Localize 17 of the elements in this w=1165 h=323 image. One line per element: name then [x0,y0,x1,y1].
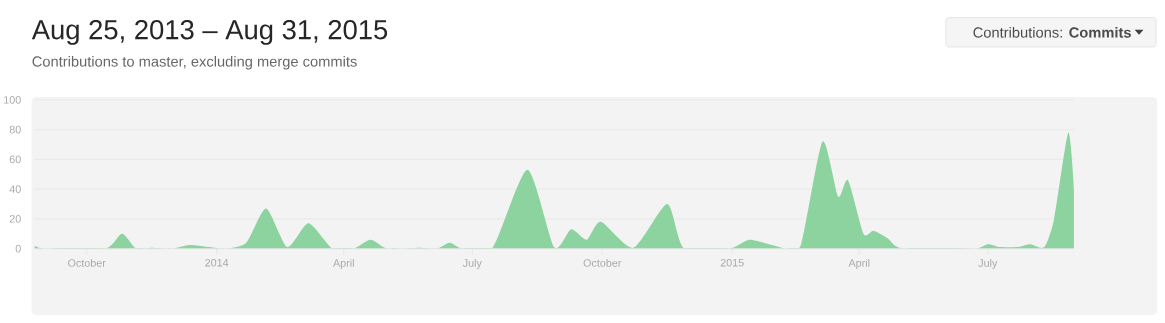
x-tick-label: July [462,258,482,269]
x-tick-label: 2014 [205,258,229,267]
x-tick-label: October [583,258,622,267]
x-tick-label: April [848,258,870,269]
x-tick-label: October [68,258,106,267]
y-tick-label: 40 [9,185,21,193]
y-tick-label: 0 [15,244,21,253]
y-tick-label: 100 [4,96,21,104]
chart-title: Aug 25, 2013 – Aug 31, 2015 [31,20,388,45]
x-tick-label: April [333,258,354,269]
y-tick-label: 80 [9,125,21,134]
y-tick-label: 60 [9,155,21,164]
x-tick-label: July [978,258,998,269]
x-tick-label: 2015 [720,258,744,267]
text: Contributions: Commits [973,26,1131,38]
chart-subtitle: Contributions to master, excluding merge commits [32,55,357,70]
y-tick-label: 20 [9,215,21,223]
